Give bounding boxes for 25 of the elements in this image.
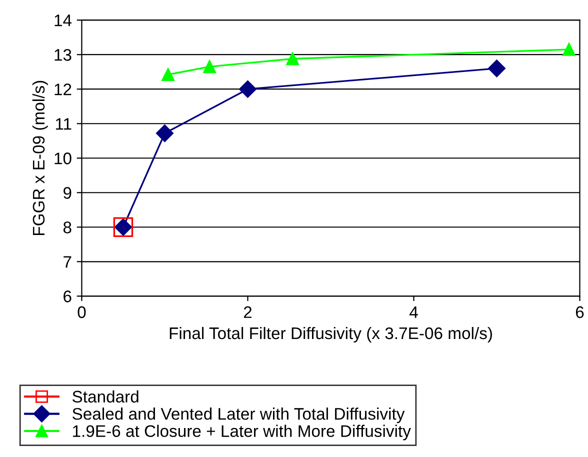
point (286, 52, 299, 66)
y-tick-label: 7 (64, 256, 72, 268)
legend-label: 1.9E-6 at Closure + Later with More Diffusivity (73, 424, 411, 440)
x-tick-label: 2 (244, 306, 252, 318)
x-axis-title: Final Total Filter Diffusivity (x 3.7E-06 mol/s) (170, 326, 492, 342)
y-tick-label: 9 (64, 187, 72, 199)
y-axis-title: FGGR x E-09 (mol/s) (32, 80, 48, 235)
legend-label: Standard (72, 390, 138, 403)
point (562, 43, 576, 56)
y-tick-label: 11 (56, 118, 72, 130)
point (162, 68, 174, 82)
point (488, 60, 506, 78)
point (239, 80, 256, 98)
point (203, 60, 216, 74)
x-tick-label: 6 (576, 306, 584, 318)
y-tick-label: 14 (54, 14, 72, 26)
y-tick-label: 12 (54, 84, 72, 96)
x-tick-label: 4 (410, 306, 418, 318)
legend-label: Sealed and Vented Later with Total Diffusivity (72, 408, 405, 424)
point (156, 124, 174, 142)
y-tick-label: 6 (64, 290, 72, 302)
x-tick-label: 0 (78, 306, 86, 318)
y-tick-label: 10 (54, 152, 72, 164)
y-tick-label: 13 (54, 49, 72, 61)
y-tick-label: 8 (63, 222, 72, 234)
